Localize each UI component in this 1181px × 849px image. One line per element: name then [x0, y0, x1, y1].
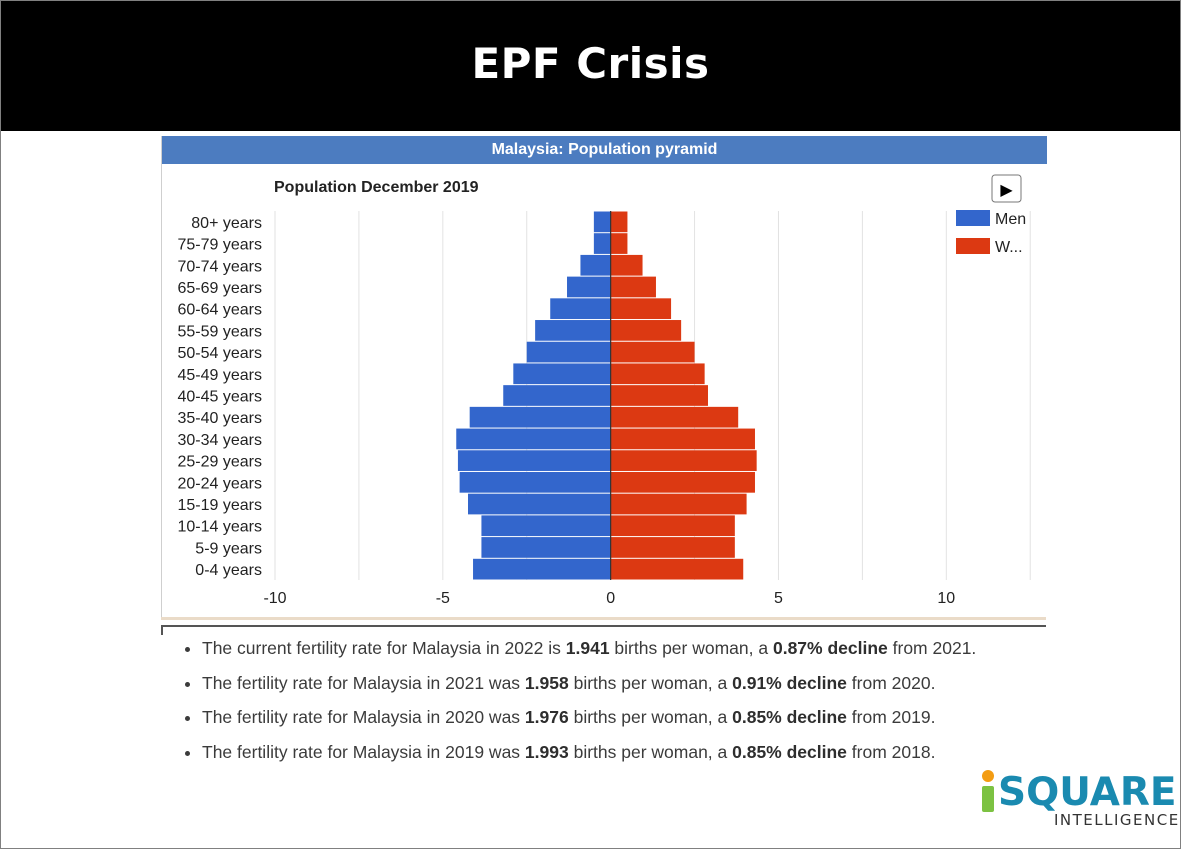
y-tick-label: 80+ years: [191, 215, 262, 232]
y-tick-label: 5-9 years: [195, 540, 262, 557]
bar-men: [456, 428, 611, 450]
x-tick-label: -10: [263, 590, 286, 607]
bar-w: [610, 385, 708, 406]
fact-item: The fertility rate for Malaysia in 2021 …: [202, 671, 976, 706]
y-tick-label: 30-34 years: [178, 432, 263, 449]
bar-men: [481, 537, 611, 558]
bar-men: [550, 298, 611, 320]
bar-men: [535, 320, 611, 341]
y-tick-label: 35-40 years: [178, 410, 263, 427]
y-tick-label: 15-19 years: [178, 497, 263, 514]
bar-w: [610, 341, 695, 363]
logo-subtitle: INTELLIGENCE: [1054, 811, 1180, 829]
fact-item: The current fertility rate for Malaysia …: [202, 636, 976, 671]
y-tick-label: 65-69 years: [178, 280, 263, 297]
bar-men: [468, 493, 611, 515]
y-tick-label: 20-24 years: [178, 475, 263, 492]
bar-w: [610, 276, 656, 298]
y-tick-label: 0-4 years: [195, 562, 262, 579]
y-tick-label: 40-45 years: [178, 389, 263, 406]
x-tick-label: 0: [606, 590, 615, 607]
bar-w: [610, 558, 744, 580]
bar-w: [610, 254, 643, 276]
y-tick-label: 55-59 years: [178, 323, 263, 340]
bar-men: [459, 471, 611, 493]
y-tick-label: 70-74 years: [178, 258, 263, 275]
y-tick-label: 50-54 years: [178, 345, 263, 362]
bar-w: [610, 493, 747, 515]
chart-source: countryeconomy.com: [535, 614, 676, 618]
bar-w: [610, 428, 755, 450]
y-tick-label: 25-29 years: [178, 454, 263, 471]
legend-swatch: [956, 210, 990, 226]
logo-wordmark: SQUARE: [998, 770, 1177, 815]
play-icon[interactable]: ▶: [1000, 180, 1013, 199]
x-tick-label: -5: [436, 590, 450, 607]
bar-men: [567, 276, 611, 298]
legend-swatch: [956, 238, 990, 254]
slide-title: EPF Crisis: [471, 38, 710, 88]
bar-men: [481, 515, 611, 537]
bar-men: [469, 406, 611, 428]
y-tick-label: 60-64 years: [178, 302, 263, 319]
fact-item: The fertility rate for Malaysia in 2020 …: [202, 705, 976, 740]
bar-w: [610, 211, 628, 233]
bar-men: [457, 450, 611, 471]
bar-men: [526, 341, 611, 363]
legend-label: W...: [995, 239, 1023, 256]
bar-w: [610, 233, 628, 254]
bar-w: [610, 320, 682, 341]
bar-w: [610, 406, 739, 428]
bar-men: [580, 254, 611, 276]
y-tick-label: 10-14 years: [178, 519, 263, 536]
population-pyramid-chart: Malaysia: Population pyramid Population …: [161, 136, 1047, 618]
chart-title: Population December 2019: [274, 179, 479, 196]
isquare-logo: SQUARE INTELLIGENCE: [980, 770, 1178, 832]
title-bar: EPF Crisis: [1, 1, 1180, 131]
bar-w: [610, 450, 757, 471]
logo-i-mark: [982, 770, 994, 812]
bar-w: [610, 537, 735, 558]
bar-men: [473, 558, 611, 580]
bar-men: [503, 385, 611, 406]
x-tick-label: 10: [937, 590, 955, 607]
bar-men: [593, 211, 611, 233]
bar-men: [593, 233, 611, 254]
legend-label: Men: [995, 211, 1026, 228]
chart-header: Malaysia: Population pyramid: [162, 136, 1047, 164]
y-tick-label: 45-49 years: [178, 367, 263, 384]
bar-men: [513, 363, 611, 385]
bar-w: [610, 363, 705, 385]
bar-w: [610, 471, 755, 493]
fertility-facts-list: The current fertility rate for Malaysia …: [180, 636, 976, 774]
play-button[interactable]: [991, 174, 1022, 203]
bar-w: [610, 515, 735, 537]
fact-item: The fertility rate for Malaysia in 2019 …: [202, 740, 976, 775]
x-tick-label: 5: [774, 590, 783, 607]
y-tick-label: 75-79 years: [178, 237, 263, 254]
chart-bottom-border: [161, 617, 1046, 620]
chart-canvas: Population December 2019 80+ years 75-79 y…: [178, 174, 1031, 618]
bar-w: [610, 298, 672, 320]
divider-bracket: [161, 625, 1046, 635]
